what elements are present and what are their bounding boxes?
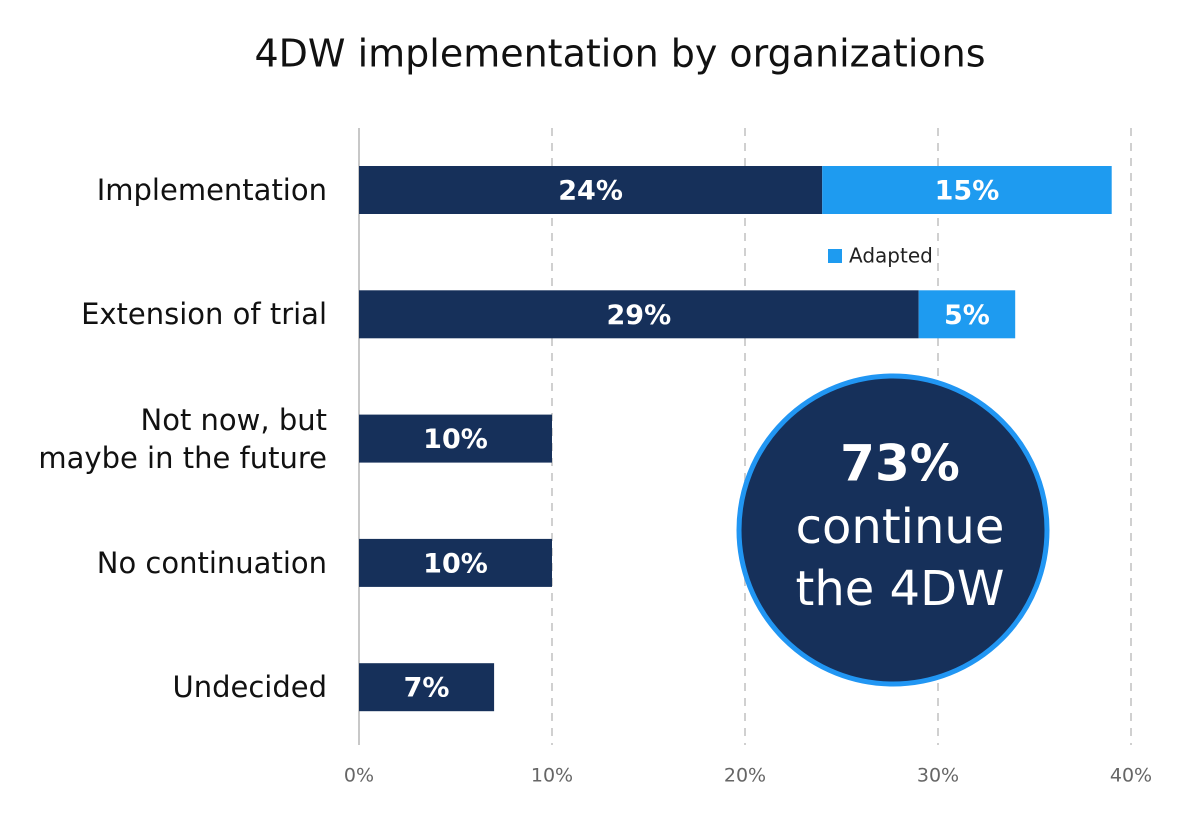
- y-tick-label: Not now, but maybe in the future: [38, 402, 327, 475]
- y-tick-label: Implementation: [96, 173, 327, 207]
- bar: [918, 290, 1016, 339]
- y-tick-label: No continuation: [96, 545, 327, 580]
- bar: [359, 663, 495, 712]
- legend-swatch: [828, 249, 842, 263]
- annotation-text: continue: [796, 499, 1005, 555]
- annotation-headline: 73%: [840, 435, 960, 493]
- bar: [359, 290, 919, 339]
- x-tick-label: 10%: [531, 765, 573, 787]
- value-label: 29%: [607, 300, 672, 331]
- bar: [822, 166, 1112, 214]
- annotation-text: the 4DW: [796, 561, 1005, 617]
- value-label: 10%: [423, 548, 488, 579]
- value-label: 24%: [558, 176, 623, 207]
- y-tick-label: Undecided: [172, 670, 327, 705]
- value-label: 15%: [935, 176, 1000, 207]
- chart-title: 4DW implementation by organizations: [254, 32, 985, 76]
- bar: [359, 414, 552, 463]
- y-tick-label: Extension of trial: [81, 297, 327, 332]
- bar: [359, 538, 552, 587]
- x-tick-label: 40%: [1110, 765, 1152, 787]
- x-tick-label: 30%: [917, 765, 959, 787]
- x-tick-label: 0%: [344, 765, 374, 787]
- value-label: 7%: [404, 673, 450, 704]
- legend-label: Adapted: [849, 244, 933, 268]
- x-tick-label: 20%: [724, 765, 766, 787]
- bar: [359, 166, 823, 214]
- value-label: 10%: [423, 424, 488, 455]
- value-label: 5%: [944, 300, 990, 331]
- annotation-circle: [736, 373, 1050, 687]
